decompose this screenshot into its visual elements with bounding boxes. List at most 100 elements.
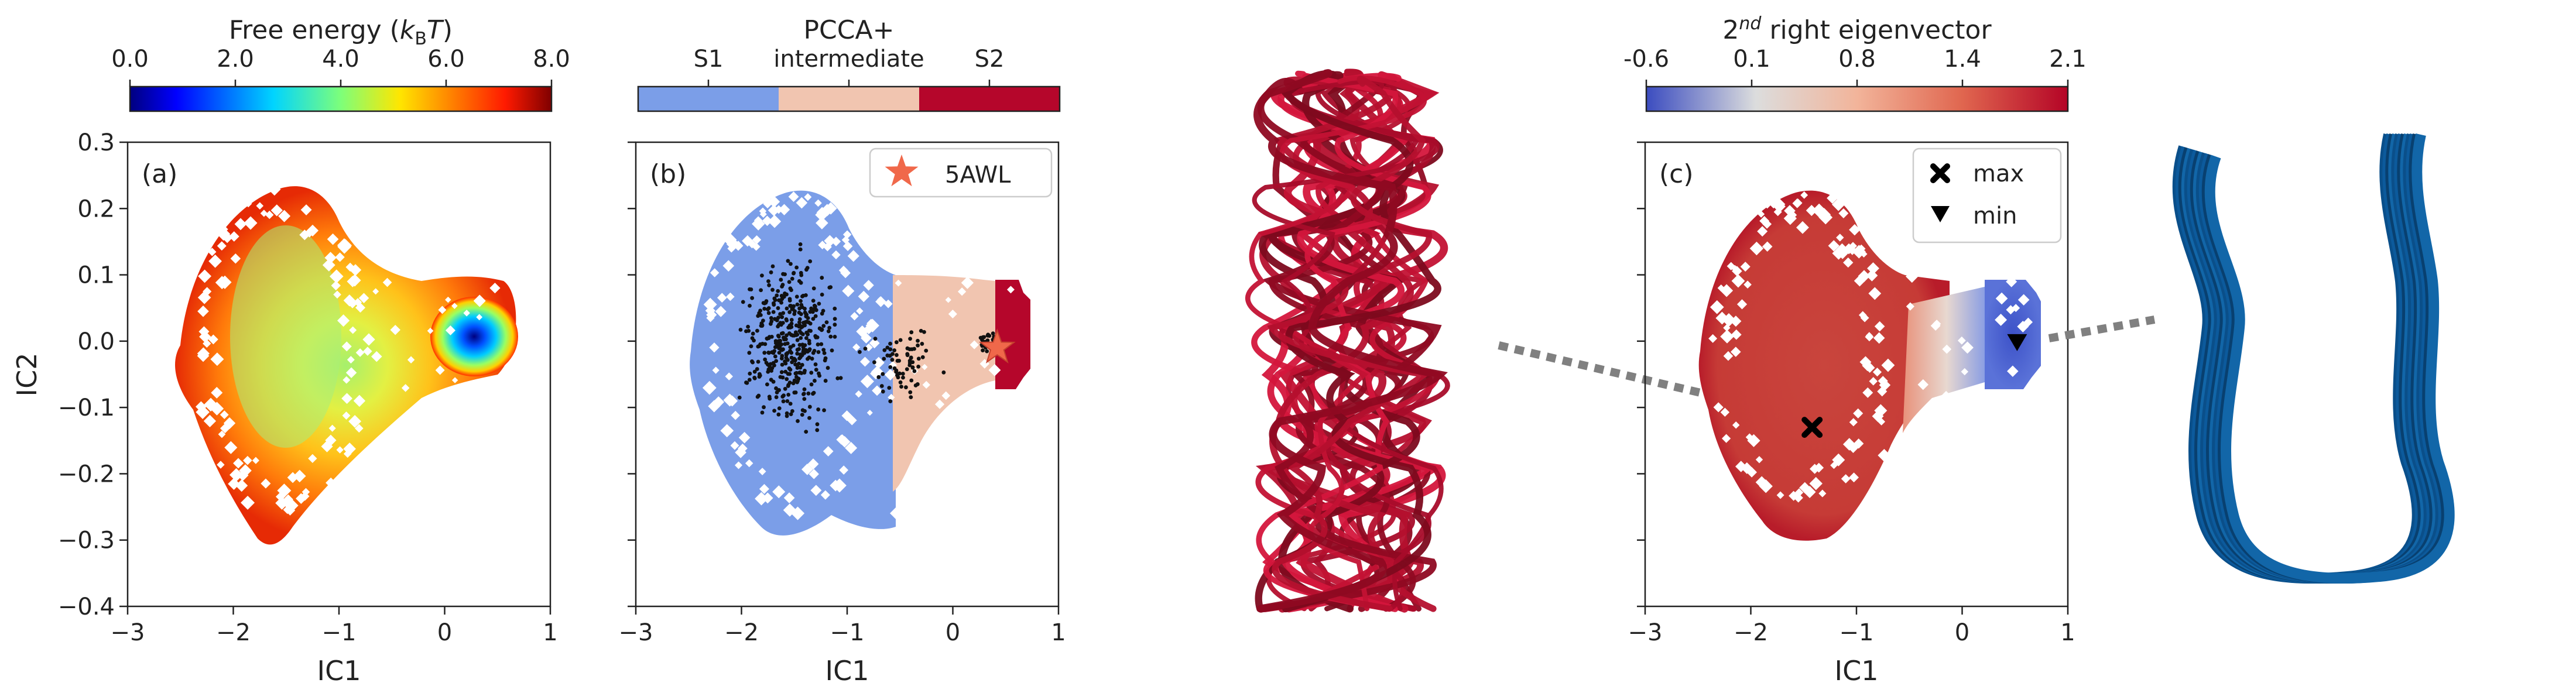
histogram-gap: [215, 276, 229, 290]
trajectory-point: [762, 307, 767, 311]
trajectory-point: [807, 348, 811, 353]
trajectory-point: [785, 414, 789, 418]
histogram-gap: [820, 490, 830, 500]
trajectory-point: [808, 321, 813, 326]
trajectory-point: [767, 351, 771, 355]
histogram-gap: [1928, 412, 1938, 422]
histogram-gap: [1812, 203, 1827, 218]
trajectory-point: [800, 363, 804, 367]
histogram-gap: [1762, 241, 1773, 252]
trajectory-point: [793, 371, 798, 376]
trajectory-point: [768, 396, 772, 401]
histogram-gap: [337, 314, 350, 327]
histogram-gap: [831, 250, 841, 260]
histogram-gap: [430, 442, 440, 452]
histogram-gap: [1858, 270, 1871, 282]
histogram-gap: [435, 365, 445, 375]
trajectory-point: [788, 368, 793, 372]
trajectory-point: [763, 300, 768, 305]
trajectory-point: [778, 312, 782, 316]
trajectory-point: [804, 336, 809, 341]
histogram-gap: [1731, 274, 1745, 288]
histogram-gap: [994, 404, 1001, 410]
trajectory-point: [799, 299, 803, 303]
histogram-gap: [832, 478, 847, 493]
histogram-gap: [293, 469, 306, 483]
state-label-s1: S1: [694, 46, 724, 73]
trajectory-point: [792, 304, 796, 308]
trajectory-point: [802, 397, 807, 402]
trajectory-point: [872, 360, 876, 365]
trajectory-point: [801, 348, 806, 352]
histogram-gap: [1776, 491, 1784, 499]
histogram-gap: [1757, 226, 1768, 237]
trajectory-point: [800, 408, 805, 413]
histogram-gap: [1746, 466, 1758, 478]
x-tick-label: −3: [111, 619, 145, 646]
trajectory-point: [811, 392, 815, 396]
trajectory-point: [797, 356, 801, 361]
trajectory-point: [746, 324, 750, 329]
dashed-connector-s1: [1498, 341, 1799, 420]
trajectory-point: [825, 366, 830, 370]
histogram-gap: [725, 372, 733, 380]
trajectory-point: [986, 332, 991, 337]
state-label-intermediate: intermediate: [773, 46, 924, 73]
trajectory-point: [767, 283, 771, 287]
trajectory-point: [785, 377, 789, 382]
histogram-gap: [759, 210, 767, 218]
s1-structure-ensemble: [1245, 68, 1450, 613]
histogram-gap: [877, 296, 883, 303]
histogram-gap: [1743, 280, 1752, 289]
trajectory-point: [801, 392, 806, 396]
histogram-gap: [497, 404, 508, 415]
x-tick-label: 0: [1955, 619, 1969, 646]
trajectory-point: [800, 413, 804, 417]
colorbar-tick-label: 1.4: [1944, 46, 1981, 73]
histogram-gap: [275, 492, 286, 502]
trajectory-point: [789, 321, 794, 326]
trajectory-point: [782, 294, 786, 299]
trajectory-point: [788, 402, 793, 406]
trajectory-point: [773, 354, 777, 359]
histogram-gap: [1961, 341, 1974, 354]
histogram-gap: [229, 468, 244, 482]
histogram-gap: [1862, 360, 1873, 372]
histogram-gap: [203, 414, 217, 427]
histogram-gap: [814, 199, 822, 207]
trajectory-point: [822, 351, 827, 355]
trajectory-point: [797, 329, 802, 333]
histogram-gap: [1957, 336, 1966, 345]
colorbar-c-title: 2nd right eigenvector: [1722, 13, 1992, 45]
trajectory-point: [908, 337, 912, 341]
trajectory-point: [828, 285, 833, 289]
histogram-gap: [860, 375, 874, 389]
histogram-gap: [2007, 365, 2019, 377]
histogram-gap: [203, 287, 212, 296]
s1-core: [230, 225, 341, 448]
histogram-gap: [342, 376, 351, 384]
histogram-gap: [321, 440, 333, 452]
trajectory-point: [764, 361, 769, 365]
trajectory-point: [812, 349, 817, 353]
trajectory-point: [787, 372, 792, 376]
histogram-gap: [2023, 317, 2033, 327]
histogram-gap: [2003, 445, 2012, 454]
trajectory-point: [815, 428, 820, 433]
trajectory-point: [749, 344, 753, 349]
panel-label-a: (a): [142, 159, 177, 189]
x-axis-label-c: IC1: [1835, 655, 1879, 687]
histogram-gap: [722, 260, 735, 272]
trajectory-point: [741, 300, 745, 304]
trajectory-point: [784, 355, 789, 360]
trajectory-point: [752, 376, 757, 380]
x-tick-label: 1: [2060, 619, 2075, 646]
histogram-gap: [413, 464, 424, 475]
trajectory-point: [916, 338, 920, 343]
histogram-gap: [729, 239, 737, 247]
histogram-gap: [842, 284, 855, 297]
trajectory-point: [803, 307, 807, 311]
histogram-gap: [337, 239, 352, 254]
histogram-gap: [300, 204, 312, 215]
histogram-gap: [1940, 390, 1952, 403]
